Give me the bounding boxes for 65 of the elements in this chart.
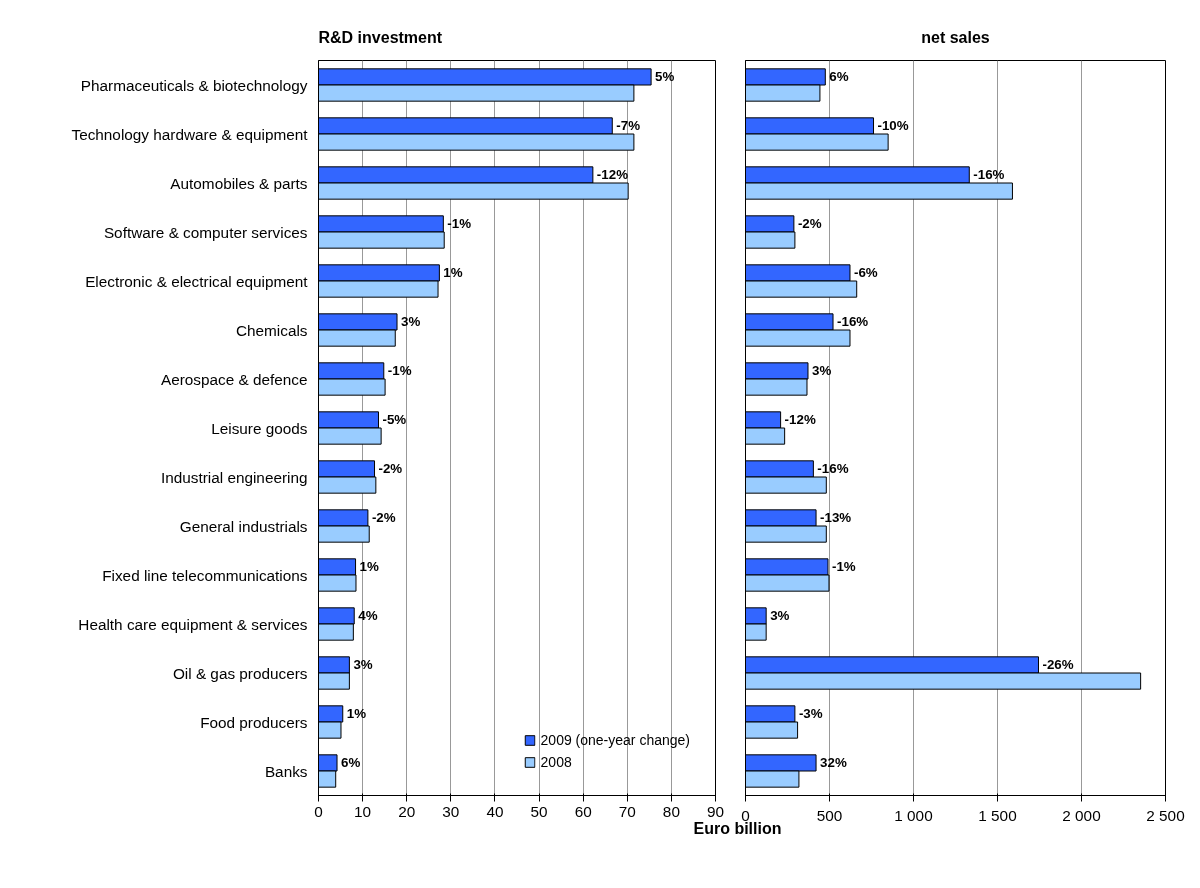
- x-axis-title: Euro billion: [693, 820, 782, 839]
- y-tick-label: Oil & gas producers: [172, 664, 308, 682]
- legend-label: 2009 (one-year change): [540, 732, 690, 748]
- y-tick-label: Chemicals: [235, 321, 308, 339]
- annotation: 32%: [820, 755, 847, 771]
- x-tick-label: 500: [816, 806, 843, 824]
- annotation: -1%: [447, 216, 472, 232]
- x-tick-label: 40: [486, 802, 504, 820]
- annotation: -2%: [797, 216, 822, 232]
- annotation: 6%: [341, 755, 361, 771]
- x-tick-label: 0: [314, 802, 323, 820]
- annotation: 1%: [346, 706, 367, 722]
- x-tick-label: 1 500: [978, 806, 1017, 824]
- annotation: -16%: [837, 314, 869, 330]
- y-tick-label: Industrial engineering: [160, 468, 308, 486]
- annotation: 1%: [359, 559, 379, 575]
- annotation: 4%: [358, 608, 378, 624]
- x-tick-label: 80: [662, 802, 680, 820]
- x-tick-label: 10: [354, 802, 372, 820]
- annotation: 3%: [353, 657, 373, 673]
- x-tick-label: 2 000: [1062, 806, 1101, 824]
- y-tick-label: Fixed line telecommunications: [102, 566, 308, 584]
- annotation: 3%: [401, 314, 421, 330]
- annotation: 3%: [770, 608, 790, 624]
- annotation: 5%: [655, 69, 675, 85]
- x-tick-label: 60: [574, 802, 592, 820]
- y-tick-label: Electronic & electrical equipment: [85, 272, 309, 290]
- y-tick-label: Banks: [264, 762, 308, 780]
- x-tick-label: 30: [442, 802, 460, 820]
- y-tick-label: General industrials: [179, 517, 308, 535]
- annotation: -16%: [973, 167, 1005, 183]
- chart-title: net sales: [921, 28, 990, 46]
- annotation: 1%: [443, 265, 463, 281]
- x-tick-label: 70: [618, 802, 636, 820]
- x-tick-label: 20: [398, 802, 416, 820]
- y-tick-label: Technology hardware & equipment: [71, 125, 309, 143]
- y-tick-label: Leisure goods: [211, 419, 308, 437]
- x-tick-label: 90: [706, 802, 725, 820]
- y-tick-label: Health care equipment & services: [78, 615, 308, 633]
- annotation: -12%: [596, 167, 629, 183]
- annotation: -12%: [784, 412, 816, 428]
- y-tick-label: Food producers: [200, 713, 308, 731]
- chart-title: R&D investment: [318, 28, 443, 46]
- annotation: 3%: [812, 363, 832, 379]
- annotation: -3%: [798, 706, 823, 722]
- y-tick-label: Aerospace & defence: [160, 370, 308, 388]
- annotation: -1%: [831, 559, 856, 575]
- annotation: -16%: [817, 461, 849, 477]
- x-tick-label: 2 500: [1146, 806, 1185, 824]
- annotation: -1%: [387, 363, 412, 379]
- annotation: -2%: [378, 461, 403, 477]
- x-tick-label: 1 000: [894, 806, 933, 824]
- annotation: -2%: [371, 510, 396, 526]
- annotation: -6%: [854, 265, 878, 281]
- annotation: -10%: [877, 118, 909, 134]
- annotation: 6%: [829, 69, 849, 85]
- annotation: -5%: [382, 412, 407, 428]
- annotation: -13%: [820, 510, 852, 526]
- x-tick-label: 50: [530, 802, 548, 820]
- legend-label: 2008: [540, 754, 572, 770]
- annotation: -26%: [1042, 657, 1074, 673]
- y-tick-label: Pharmaceuticals & biotechnology: [80, 76, 308, 94]
- annotation: -7%: [616, 118, 641, 134]
- y-tick-label: Automobiles & parts: [170, 174, 308, 192]
- y-tick-label: Software & computer services: [103, 223, 308, 241]
